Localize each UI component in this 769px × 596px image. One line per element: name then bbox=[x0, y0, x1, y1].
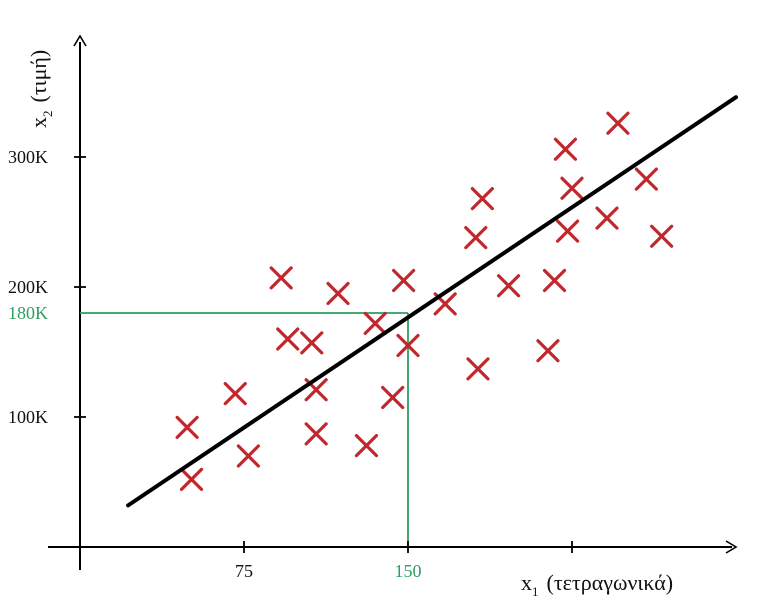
data-point-16-stroke-b bbox=[464, 226, 488, 250]
data-point-21-stroke-b bbox=[542, 268, 567, 293]
data-point-15-stroke-b bbox=[433, 292, 457, 316]
data-point-18-stroke-b bbox=[470, 187, 494, 211]
data-point-3 bbox=[236, 444, 260, 468]
highlight-y-label: 180K bbox=[8, 303, 48, 323]
data-point-21 bbox=[542, 268, 567, 293]
x-ticks: 75 bbox=[235, 541, 573, 581]
data-point-6 bbox=[300, 331, 324, 355]
data-point-4 bbox=[269, 266, 293, 290]
x-axis-label-var: x bbox=[521, 570, 532, 595]
data-point-12 bbox=[381, 385, 405, 410]
x-tick-label-0: 75 bbox=[235, 561, 253, 581]
data-point-23 bbox=[556, 219, 580, 243]
data-point-20-stroke-b bbox=[536, 339, 560, 363]
data-point-12-stroke-b bbox=[381, 385, 405, 410]
highlight-guides: 180K 150 bbox=[8, 303, 422, 581]
data-point-17 bbox=[466, 357, 490, 381]
data-point-5-stroke-b bbox=[276, 327, 300, 351]
data-point-6-stroke-b bbox=[300, 331, 324, 355]
data-point-14 bbox=[396, 333, 420, 358]
data-point-17-stroke-b bbox=[466, 357, 490, 381]
y-axis-label-var: x bbox=[26, 117, 51, 128]
data-point-23-stroke-b bbox=[556, 219, 580, 243]
y-axis-label-sub: 2 bbox=[40, 111, 55, 118]
y-tick-label-2: 300K bbox=[8, 147, 48, 167]
data-point-2 bbox=[223, 382, 247, 406]
data-point-9-stroke-b bbox=[326, 281, 350, 306]
data-point-27-stroke-b bbox=[634, 167, 658, 191]
data-point-1-stroke-b bbox=[179, 467, 204, 491]
y-tick-label-1: 200K bbox=[8, 277, 48, 297]
data-point-0 bbox=[175, 415, 199, 439]
y-ticks: 100K 200K 300K bbox=[8, 147, 86, 427]
data-point-13 bbox=[392, 268, 416, 293]
data-point-22 bbox=[553, 137, 578, 161]
regression-line-group bbox=[126, 95, 738, 508]
y-axis-label: x2 (τιμή) bbox=[26, 50, 55, 128]
data-point-16 bbox=[464, 226, 488, 250]
data-point-19-stroke-b bbox=[496, 274, 521, 298]
y-axis-arrow bbox=[73, 34, 87, 47]
data-point-5 bbox=[276, 327, 300, 351]
data-point-25-stroke-b bbox=[595, 206, 619, 230]
data-point-7-stroke-b bbox=[304, 378, 328, 402]
data-point-8-stroke-b bbox=[304, 422, 328, 446]
data-point-3-stroke-b bbox=[236, 444, 260, 468]
data-point-20 bbox=[536, 339, 560, 363]
y-tick-label-0: 100K bbox=[8, 407, 48, 427]
data-point-18 bbox=[470, 187, 494, 211]
x-axis-label-text: (τετραγωνικά) bbox=[547, 570, 674, 595]
data-point-26-stroke-b bbox=[606, 111, 630, 135]
data-point-28-stroke-b bbox=[650, 224, 674, 248]
data-point-0-stroke-b bbox=[175, 415, 199, 439]
data-point-8 bbox=[304, 422, 328, 446]
data-points bbox=[175, 111, 674, 491]
data-point-10-stroke-b bbox=[354, 434, 379, 458]
x-axis-label-sub: 1 bbox=[532, 584, 539, 596]
data-point-10 bbox=[354, 434, 379, 458]
data-point-4-stroke-b bbox=[269, 266, 293, 290]
data-point-2-stroke-b bbox=[223, 382, 247, 406]
data-point-1 bbox=[179, 467, 204, 491]
x-axis-label: x1 (τετραγωνικά) bbox=[521, 570, 673, 596]
data-point-22-stroke-b bbox=[553, 137, 578, 161]
data-point-25 bbox=[595, 206, 619, 230]
data-point-14-stroke-b bbox=[396, 333, 420, 358]
x-axis-arrow bbox=[725, 540, 738, 554]
data-point-24-stroke-b bbox=[560, 176, 584, 200]
data-point-27 bbox=[634, 167, 658, 191]
highlight-x-label: 150 bbox=[395, 561, 422, 581]
data-point-9 bbox=[326, 281, 350, 306]
data-point-11-stroke-b bbox=[363, 311, 387, 335]
data-point-19 bbox=[496, 274, 521, 298]
data-point-11 bbox=[363, 311, 387, 335]
data-point-28 bbox=[650, 224, 674, 248]
data-point-26 bbox=[606, 111, 630, 135]
regression-line bbox=[126, 95, 738, 508]
data-point-13-stroke-b bbox=[392, 268, 416, 293]
axes bbox=[48, 34, 738, 570]
data-point-24 bbox=[560, 176, 584, 200]
y-axis-label-text: (τιμή) bbox=[26, 50, 51, 103]
